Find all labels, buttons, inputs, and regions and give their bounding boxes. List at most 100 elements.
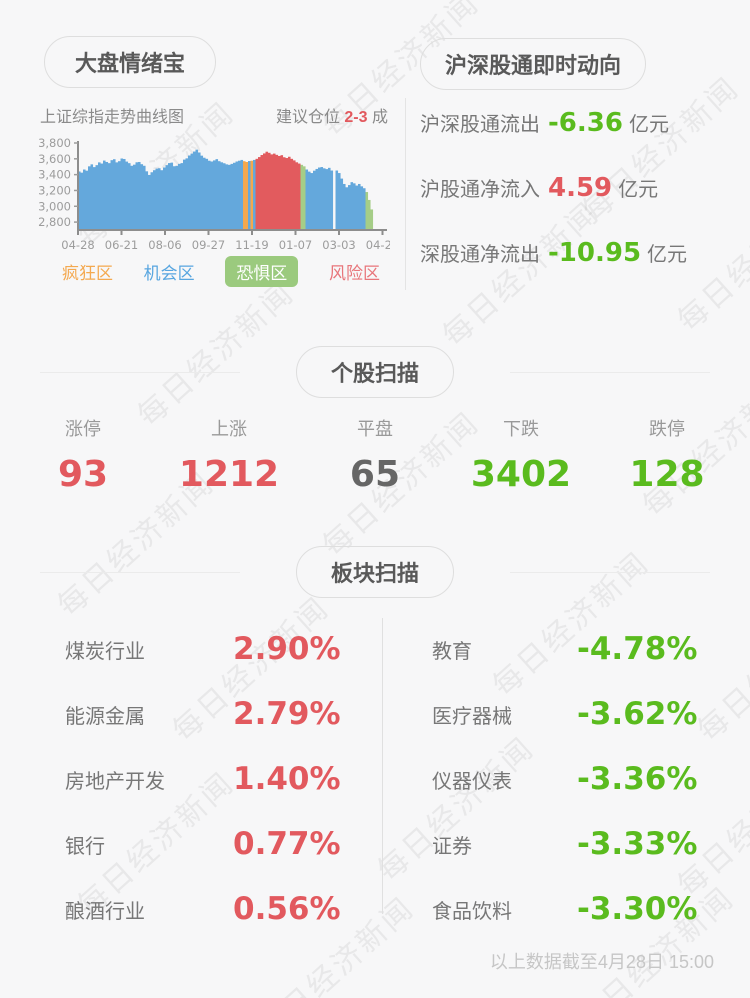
- chart-caption: 上证综指走势曲线图: [40, 109, 185, 126]
- sector-row-liquor: 酿酒行业 0.56%: [65, 888, 365, 930]
- top-panels-divider: [405, 98, 406, 290]
- stat-unchanged: 平盘 65: [332, 415, 418, 495]
- svg-text:04-22: 04-22: [366, 238, 390, 252]
- sector-row-securities: 证券 -3.33%: [432, 823, 732, 865]
- stat-limit-down: 跌停 128: [624, 415, 710, 495]
- advice-suffix: 成: [371, 109, 388, 126]
- svg-text:3,800: 3,800: [38, 136, 71, 150]
- flow-label: 沪深股通流出: [420, 114, 540, 136]
- chart-caption-row: 上证综指走势曲线图 建议仓位 2-3 成: [40, 103, 388, 127]
- svg-text:11-19: 11-19: [235, 238, 268, 252]
- flow-row-sh-connect: 沪股通净流入 4.59 亿元: [420, 173, 658, 203]
- stat-label: 涨停: [65, 419, 101, 439]
- flow-row-total: 沪深股通流出 -6.36 亿元: [420, 108, 669, 138]
- breadth-stats-row: 涨停 93 上涨 1212 平盘 65 下跌 3402 跌停 128: [40, 415, 710, 495]
- stat-value: 1212: [178, 454, 280, 495]
- svg-text:3,600: 3,600: [38, 152, 71, 166]
- section-title-stock-scan: 个股扫描: [296, 346, 455, 398]
- sector-change-value: -3.36%: [577, 761, 698, 797]
- svg-text:3,000: 3,000: [38, 199, 71, 213]
- advice-value: 2-3: [344, 109, 368, 126]
- divider-line: [510, 571, 711, 573]
- svg-text:3,200: 3,200: [38, 184, 71, 198]
- flow-value: -10.95: [548, 238, 642, 268]
- svg-text:06-21: 06-21: [105, 238, 138, 252]
- flow-value: 4.59: [548, 173, 613, 203]
- flow-unit: 亿元: [628, 114, 669, 136]
- sector-name: 证券: [432, 835, 472, 858]
- legend-fear-zone-active: 恐惧区: [225, 256, 299, 287]
- sector-name: 煤炭行业: [65, 640, 145, 663]
- svg-text:03-03: 03-03: [322, 238, 355, 252]
- northbound-title-text: 沪深股通即时动向: [445, 53, 622, 78]
- legend-mania-zone: 疯狂区: [62, 264, 113, 283]
- divider-line: [40, 371, 240, 373]
- sector-change-value: 0.56%: [233, 891, 341, 927]
- sector-name: 银行: [65, 835, 105, 858]
- sector-change-value: -3.30%: [577, 891, 698, 927]
- flow-label: 沪股通净流入: [420, 179, 540, 201]
- flow-value: -6.36: [548, 108, 623, 138]
- svg-text:01-07: 01-07: [279, 238, 312, 252]
- svg-text:04-28: 04-28: [61, 238, 94, 252]
- legend-risk-zone: 风险区: [328, 264, 380, 283]
- position-advice: 建议仓位 2-3 成: [276, 103, 388, 127]
- zone-legend: 疯狂区 机会区 恐惧区 风险区: [62, 256, 380, 287]
- sector-change-value: 2.90%: [233, 631, 341, 667]
- index-zone-chart: 3,800 3,600 3,400 3,200 3,000 2,800 04-28 06-21…: [34, 134, 399, 256]
- stat-value: 3402: [470, 454, 572, 495]
- svg-text:08-06: 08-06: [148, 238, 181, 252]
- stat-value: 128: [629, 454, 705, 495]
- sector-row-bank: 银行 0.77%: [65, 823, 365, 865]
- sector-change-value: -3.33%: [577, 826, 698, 862]
- stat-limit-up: 涨停 93: [40, 415, 126, 495]
- stat-decliners: 下跌 3402: [471, 415, 571, 495]
- svg-text:2,800: 2,800: [38, 215, 71, 229]
- sector-name: 食品饮料: [432, 900, 512, 923]
- sector-name: 教育: [432, 640, 472, 663]
- sector-row-food-beverage: 食品饮料 -3.30%: [432, 888, 732, 930]
- stat-value: 93: [57, 454, 109, 495]
- sector-row-energy-metal: 能源金属 2.79%: [65, 693, 365, 735]
- sector-row-real-estate-dev: 房地产开发 1.40%: [65, 758, 365, 800]
- sector-row-coal: 煤炭行业 2.90%: [65, 628, 365, 670]
- panel-title-northbound-flow: 沪深股通即时动向: [420, 38, 647, 90]
- sector-row-medical-devices: 医疗器械 -3.62%: [432, 693, 732, 735]
- sector-name: 房地产开发: [65, 770, 165, 793]
- stat-value: 65: [349, 454, 401, 495]
- section-title-sector-scan: 板块扫描: [296, 546, 455, 598]
- sector-row-education: 教育 -4.78%: [432, 628, 732, 670]
- section-header-stock-scan: 个股扫描: [40, 346, 711, 398]
- flow-unit: 亿元: [647, 244, 688, 266]
- data-cutoff-note: 以上数据截至4月28日 15:00: [489, 952, 714, 972]
- stat-label: 下跌: [502, 419, 539, 439]
- sector-name: 医疗器械: [432, 705, 512, 728]
- divider-line: [40, 571, 240, 573]
- sector-name: 能源金属: [65, 705, 145, 728]
- panel-title-market-sentiment: 大盘情绪宝: [44, 36, 217, 88]
- sector-board: 煤炭行业 2.90% 能源金属 2.79% 房地产开发 1.40% 银行 0.77% 酿酒行业 0…: [0, 612, 750, 942]
- stat-label: 平盘: [356, 419, 393, 439]
- sector-change-value: 0.77%: [233, 826, 341, 862]
- stat-label: 上涨: [210, 419, 247, 439]
- stat-advancers: 上涨 1212: [179, 415, 279, 495]
- sector-name: 仪器仪表: [432, 770, 512, 793]
- flow-label: 深股通净流出: [420, 244, 540, 266]
- svg-text:09-27: 09-27: [192, 238, 225, 252]
- sector-row-instrumentation: 仪器仪表 -3.36%: [432, 758, 732, 800]
- flow-unit: 亿元: [618, 179, 659, 201]
- divider-line: [510, 371, 711, 373]
- sector-change-value: -3.62%: [577, 696, 698, 732]
- flow-row-sz-connect: 深股通净流出 -10.95 亿元: [420, 238, 687, 268]
- section-header-sector-scan: 板块扫描: [40, 546, 711, 598]
- advice-prefix: 建议仓位: [275, 109, 340, 126]
- sector-change-value: 2.79%: [233, 696, 341, 732]
- sector-columns-divider: [382, 618, 383, 914]
- panel-title-text: 大盘情绪宝: [75, 51, 186, 76]
- stat-label: 跌停: [648, 419, 685, 439]
- sector-name: 酿酒行业: [65, 900, 145, 923]
- legend-opportunity-zone: 机会区: [143, 264, 195, 283]
- sector-change-value: -4.78%: [577, 631, 698, 667]
